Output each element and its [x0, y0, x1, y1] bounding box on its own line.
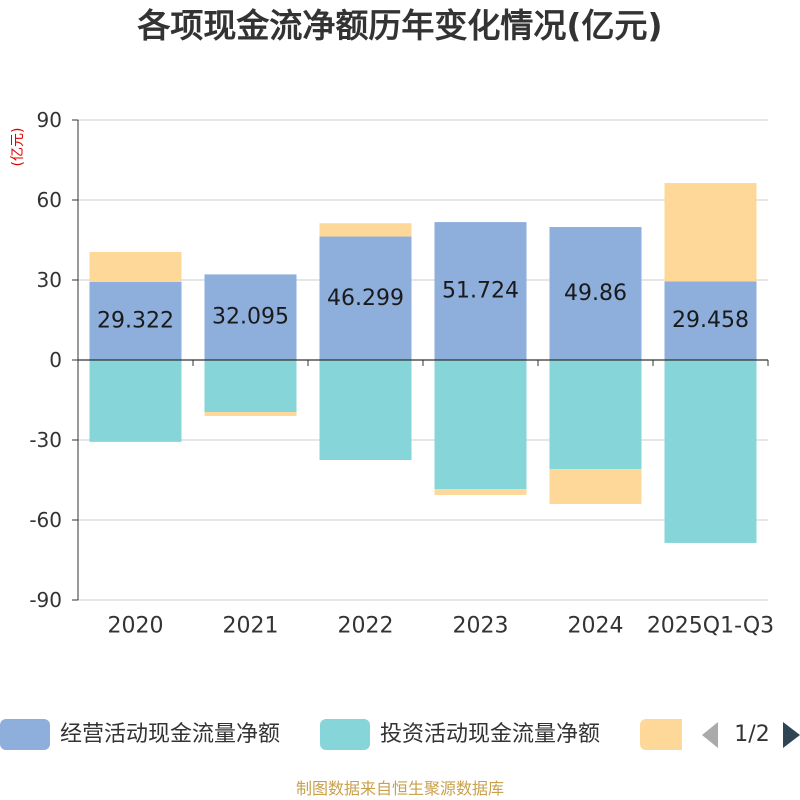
- bar-series-2-2020: [89, 360, 182, 442]
- x-tick-label: 2025Q1-Q3: [647, 614, 774, 639]
- x-tick-label: 2020: [108, 614, 164, 639]
- data-label: 49.86: [564, 281, 627, 306]
- bar-series-3-2022: [319, 223, 412, 237]
- labels: 90 60 30 0 -30 -60 -90 2020 2021 2022 2023 2024 2025…: [29, 108, 774, 639]
- x-tick-label: 2022: [338, 614, 394, 639]
- x-tick-label: 2021: [223, 614, 279, 639]
- chart-title: 各项现金流净额历年变化情况(亿元): [137, 6, 663, 45]
- legend-swatch-third: [640, 719, 682, 750]
- source-footer: 制图数据来自恒生聚源数据库: [295, 779, 504, 798]
- data-label: 32.095: [212, 305, 289, 330]
- data-label: 46.299: [327, 286, 404, 311]
- bar-series-3-2025Q1-Q3: [664, 183, 757, 282]
- bar-series-2-2022: [319, 360, 412, 460]
- legend: 经营活动现金流量净额 投资活动现金流量净额 1/2: [0, 719, 800, 751]
- y-tick-label: 0: [49, 348, 62, 372]
- y-axis-unit-label: (亿元): [10, 128, 26, 167]
- bar-series-2-2023: [434, 360, 527, 490]
- legend-swatch-operating: [0, 719, 50, 750]
- bar-series-1-2023: [434, 222, 527, 360]
- bar-series-2-2025Q1-Q3: [664, 360, 757, 543]
- axes: [72, 119, 769, 601]
- y-tick-label: -60: [29, 508, 62, 532]
- data-label: 51.724: [442, 279, 519, 304]
- bar-series-2-2024: [549, 360, 642, 470]
- legend-next-page-icon[interactable]: [783, 722, 800, 748]
- bar-series-3-2023: [434, 489, 527, 495]
- bar-chart: (亿元) 90 60 30 0 -30 -60 -90 2020 2021 2022 2023 202…: [10, 108, 774, 639]
- legend-label-investing: 投资活动现金流量净额: [380, 722, 601, 747]
- data-label: 29.458: [672, 308, 749, 333]
- y-tick-label: -30: [29, 428, 62, 452]
- x-tick-label: 2024: [568, 614, 624, 639]
- bar-series-1-2024: [549, 227, 642, 360]
- legend-item-third[interactable]: [640, 719, 682, 751]
- legend-swatch-investing: [320, 719, 370, 750]
- bar-series-3-2021: [204, 412, 297, 416]
- y-tick-label: 60: [37, 188, 62, 212]
- legend-item-operating[interactable]: 经营活动现金流量净额: [0, 719, 300, 751]
- bars: [89, 183, 757, 543]
- y-tick-label: 90: [37, 108, 62, 132]
- legend-item-investing[interactable]: 投资活动现金流量净额: [320, 719, 620, 751]
- grid-lines: [78, 119, 768, 601]
- legend-page-indicator: 1/2: [734, 722, 770, 747]
- legend-label-operating: 经营活动现金流量净额: [60, 722, 281, 747]
- y-tick-label: 30: [37, 268, 62, 292]
- data-label: 29.322: [97, 308, 174, 333]
- bar-series-1-2020: [89, 281, 182, 360]
- bar-series-1-2021: [204, 274, 297, 360]
- bar-series-2-2021: [204, 360, 297, 412]
- bar-series-3-2024: [549, 469, 642, 504]
- legend-prev-page-icon[interactable]: [702, 722, 718, 748]
- bar-series-1-2025Q1-Q3: [664, 281, 757, 360]
- y-tick-label: -90: [29, 588, 62, 612]
- x-tick-label: 2023: [453, 614, 509, 639]
- bar-series-3-2020: [89, 251, 182, 282]
- bar-series-1-2022: [319, 236, 412, 360]
